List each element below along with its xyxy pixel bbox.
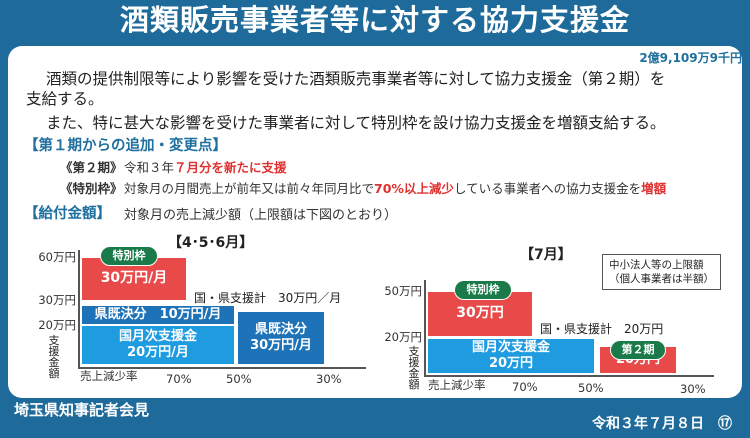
right-y-label: 支援金額: [408, 345, 420, 391]
left-xtick: 70%: [166, 372, 192, 386]
right-special-bar: 30万円: [428, 292, 532, 336]
page-title: 酒類販売事業者等に対する協力支援金: [119, 3, 630, 37]
special-frame-text: 対象月の月間売上が前年又は前々年同月比で70%以上減少している事業者への協力支援…: [124, 181, 667, 196]
section-changes-title: 【第１期からの追加・変更点】: [24, 138, 227, 154]
right-legend-line2: （個人事業者は半額）: [609, 273, 714, 285]
left-chart-title: 【4･5･6月】: [168, 235, 254, 251]
phase2-text: 令和３年７月分を新たに支援: [124, 160, 287, 175]
budget-amount: 2億9,109万9千円: [639, 51, 742, 65]
left-national-bar: 国月次支援金 20万円/月: [82, 326, 234, 364]
left-pref-bar-b-line1: 県既決分: [254, 321, 307, 337]
left-total-note: 国・県支援計 30万円／月: [194, 291, 342, 305]
left-xtick: 50%: [226, 372, 252, 386]
right-xtick: 50%: [578, 381, 604, 395]
section-amount-title: 【給付金額】: [24, 206, 111, 222]
right-xtick: 30%: [680, 382, 706, 396]
footer-press-conference: 埼玉県知事記者会見: [14, 401, 150, 419]
intro-line-1: 酒類の提供制限等により影響を受けた酒類販売事業者等に対して協力支援金（第２期）を: [46, 70, 666, 88]
left-ytick: 30万円: [38, 293, 76, 307]
phase2-label: 《第２期》: [60, 160, 123, 175]
right-national-bar: 国月次支援金 20万円: [428, 339, 594, 373]
right-x-label: 売上減少率: [428, 378, 486, 392]
left-x-label: 売上減少率: [80, 369, 138, 383]
footer-date-page: 令和３年７月８日 ⑰: [592, 416, 732, 432]
right-ytick: 20万円: [384, 330, 422, 344]
left-ytick: 20万円: [38, 318, 76, 332]
right-xtick: 70%: [512, 380, 538, 394]
right-national-bar-line2: 20万円: [488, 356, 534, 371]
left-special-pill: 特別枠: [100, 246, 158, 266]
left-ytick: 60万円: [38, 250, 76, 264]
right-legend-box: 中小法人等の上限額 （個人事業者は半額）: [602, 254, 721, 290]
intro-line-3: また、特に甚大な影響を受けた事業者に対して特別枠を設け協力支援金を増額支給する。: [46, 114, 666, 132]
right-national-bar-line1: 国月次支援金: [471, 339, 550, 355]
special-frame-label: 《特別枠》: [60, 181, 123, 196]
right-chart-title: 【7月】: [520, 247, 572, 263]
intro-line-2: 支給する。: [26, 90, 104, 108]
right-x-axis: [424, 375, 714, 377]
right-special-pill: 特別枠: [454, 280, 512, 300]
left-national-bar-line1: 国月次支援金: [118, 328, 197, 344]
right-ytick: 50万円: [384, 284, 422, 298]
right-phase2-pill: 第２期: [610, 340, 666, 360]
left-pref-bar-a: 県既決分 10万円/月: [82, 306, 234, 324]
left-pref-bar-b: 県既決分 30万円/月: [238, 312, 324, 364]
left-y-label: 支援金額: [48, 334, 60, 380]
left-xtick: 30%: [316, 372, 342, 386]
left-pref-bar-b-line2: 30万円/月: [250, 338, 312, 353]
right-legend-line1: 中小法人等の上限額: [609, 259, 704, 271]
right-total-note: 国・県支援計 20万円: [540, 322, 664, 336]
left-y-axis: [78, 250, 80, 368]
right-y-axis: [424, 280, 426, 376]
left-national-bar-line2: 20万円/月: [127, 345, 189, 360]
amount-text: 対象月の売上減少額（上限額は下図のとおり）: [124, 208, 398, 223]
left-x-axis: [78, 367, 366, 369]
